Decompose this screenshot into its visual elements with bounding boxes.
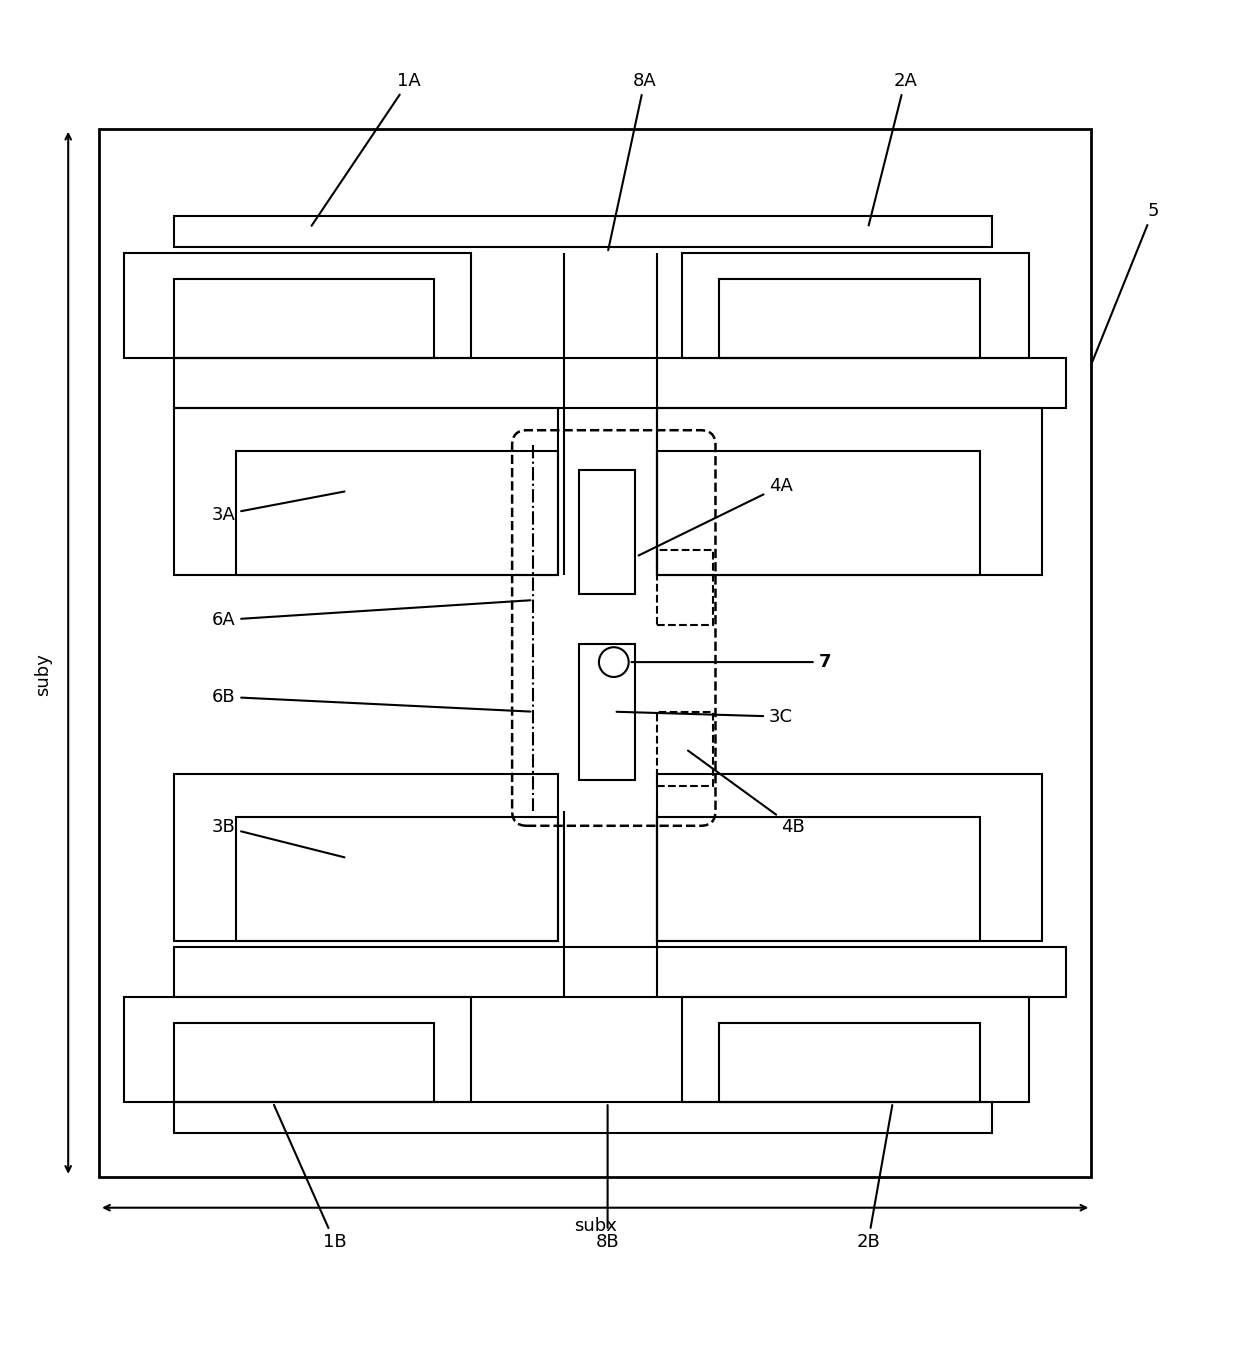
Text: 3A: 3A <box>212 491 345 523</box>
Text: 2A: 2A <box>869 71 918 225</box>
Text: 3B: 3B <box>212 817 345 858</box>
Text: 8B: 8B <box>595 1105 620 1252</box>
Text: subx: subx <box>574 1217 616 1236</box>
Text: 1B: 1B <box>274 1105 347 1252</box>
Text: 7: 7 <box>631 653 831 670</box>
Text: 1A: 1A <box>311 71 422 225</box>
Text: 6A: 6A <box>212 600 531 629</box>
Text: 2B: 2B <box>856 1105 893 1252</box>
Text: 4B: 4B <box>688 750 805 836</box>
Text: 3C: 3C <box>616 708 792 726</box>
Text: 4A: 4A <box>639 478 792 556</box>
Text: 6B: 6B <box>212 688 531 711</box>
Text: 8A: 8A <box>608 71 657 250</box>
Text: suby: suby <box>35 653 52 696</box>
Text: 5: 5 <box>1092 202 1159 362</box>
